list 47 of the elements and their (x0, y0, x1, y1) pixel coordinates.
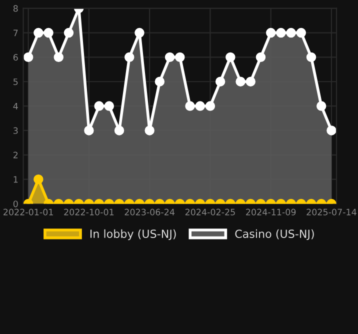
legend-label: Casino (US-NJ) (235, 229, 314, 240)
point (23, 52, 34, 62)
y-tick-label: 0 (13, 200, 18, 208)
point (326, 126, 336, 136)
point (164, 52, 175, 62)
point (266, 28, 276, 38)
x-tick-label: 2023-06-24 (124, 208, 175, 216)
point (205, 101, 216, 111)
point (54, 52, 64, 62)
point (124, 52, 134, 62)
point (94, 101, 104, 111)
point (286, 28, 296, 38)
y-tick-label: 1 (14, 176, 18, 183)
y-tick-label: 6 (13, 54, 18, 61)
y-tick-label: 7 (14, 30, 18, 36)
point (114, 126, 124, 136)
point (64, 28, 74, 38)
y-tick-label: 8 (13, 5, 18, 12)
legend-label: In lobby (US-NJ) (90, 229, 176, 240)
point (175, 52, 185, 62)
point (185, 101, 195, 111)
point (296, 28, 306, 38)
point (144, 126, 154, 136)
point (134, 28, 144, 38)
point (276, 28, 286, 38)
x-tick-label: 2022-10-01 (64, 208, 114, 216)
y-tick-label: 2 (13, 152, 18, 158)
y-tick-label: 3 (14, 127, 18, 134)
y-tick-label: 5 (14, 78, 18, 86)
point (44, 28, 54, 38)
x-tick-label: 2025-07-14 (306, 208, 356, 216)
x-tick-label: 2024-11-09 (246, 208, 296, 216)
point (195, 101, 205, 111)
y-tick-label: 4 (13, 102, 18, 110)
point (34, 28, 44, 38)
point (104, 101, 114, 111)
point (306, 52, 316, 62)
point (246, 76, 256, 86)
x-tick-label: 2022-01-01 (4, 208, 53, 216)
point (316, 101, 326, 111)
point (256, 52, 266, 62)
point (226, 52, 236, 62)
point (154, 76, 165, 86)
point (84, 126, 94, 136)
point (236, 76, 246, 86)
point (215, 76, 226, 86)
x-tick-label: 2024-02-25 (185, 208, 235, 216)
